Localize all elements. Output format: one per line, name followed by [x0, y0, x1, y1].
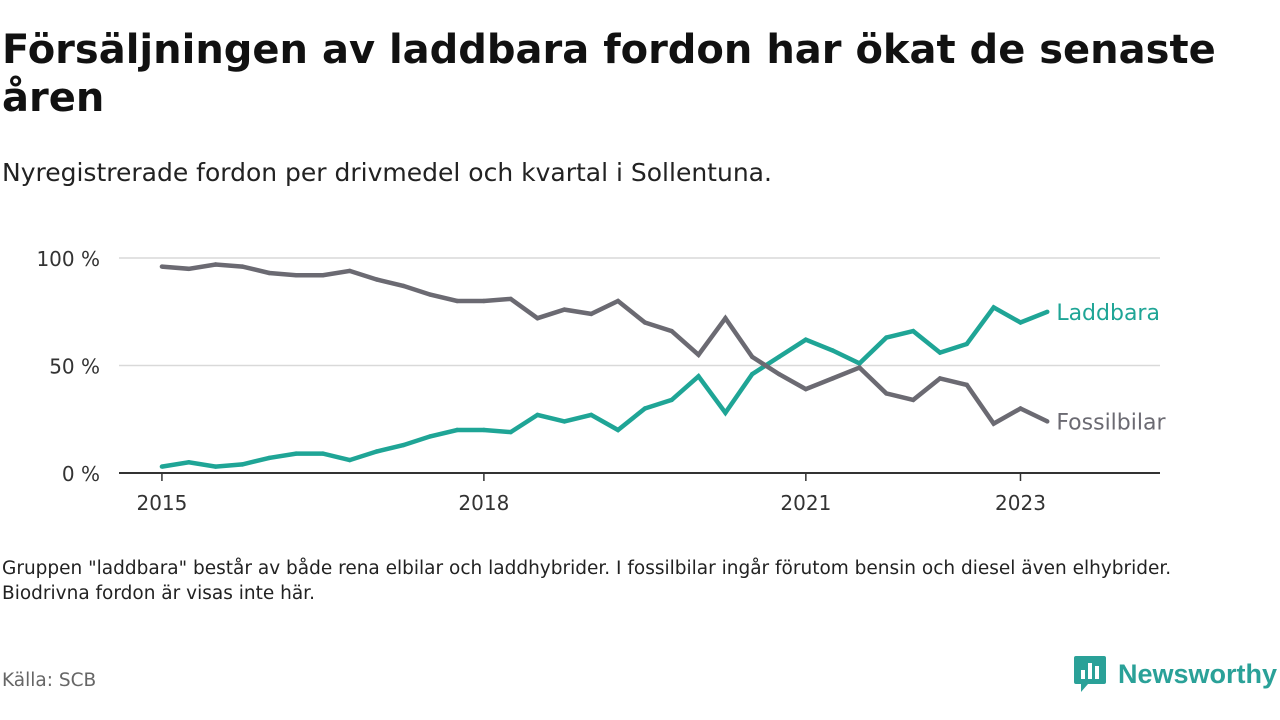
data-point-laddbara: [401, 442, 406, 448]
data-point-fossilbilar: [454, 298, 460, 304]
data-point-fossilbilar: [615, 298, 621, 304]
data-point-fossilbilar: [320, 273, 326, 278]
series-lines: [159, 262, 1050, 469]
data-point-fossilbilar: [535, 316, 540, 321]
data-point-laddbara: [642, 406, 648, 411]
y-tick-label: 0 %: [62, 462, 100, 486]
data-point-laddbara: [750, 371, 755, 377]
data-point-laddbara: [240, 462, 245, 467]
data-point-laddbara: [884, 335, 889, 340]
chart-footnote: Gruppen "laddbara" består av både rena e…: [2, 558, 1172, 604]
series-labels: Laddbara Fossilbilar: [1056, 301, 1166, 436]
series-label-fossilbilar: Fossilbilar: [1056, 410, 1166, 435]
data-point-fossilbilar: [589, 311, 594, 317]
data-point-laddbara: [535, 412, 540, 418]
data-point-fossilbilar: [750, 354, 755, 360]
data-point-laddbara: [213, 464, 218, 469]
data-point-fossilbilar: [240, 264, 245, 269]
y-tick-label: 100 %: [36, 247, 100, 271]
data-point-laddbara: [1045, 309, 1050, 314]
series-line-laddbara: [161, 304, 1049, 469]
data-point-laddbara: [696, 374, 701, 379]
data-point-laddbara: [911, 328, 916, 334]
data-point-fossilbilar: [991, 421, 996, 426]
data-point-laddbara: [1018, 320, 1023, 325]
data-point-laddbara: [454, 427, 460, 433]
brand-name: Newsworthy: [1118, 658, 1278, 689]
y-tick-label: 50 %: [49, 355, 100, 379]
data-point-laddbara: [481, 427, 487, 433]
bar-chart-icon: [1074, 656, 1106, 692]
series-line-fossilbilar: [161, 262, 1049, 427]
data-point-laddbara: [267, 455, 272, 461]
data-point-laddbara: [293, 451, 299, 456]
data-point-fossilbilar: [964, 382, 969, 388]
data-point-fossilbilar: [213, 262, 218, 267]
data-point-laddbara: [937, 350, 943, 355]
data-point-laddbara: [669, 397, 674, 403]
data-point-fossilbilar: [401, 283, 406, 289]
data-point-fossilbilar: [347, 268, 352, 274]
data-point-laddbara: [508, 429, 513, 435]
data-point-fossilbilar: [830, 376, 835, 381]
data-point-laddbara: [347, 457, 352, 463]
data-point-laddbara: [320, 451, 326, 456]
data-point-fossilbilar: [374, 277, 379, 282]
data-point-fossilbilar: [911, 397, 916, 403]
data-point-fossilbilar: [1045, 419, 1050, 424]
data-point-fossilbilar: [1018, 406, 1023, 411]
data-point-laddbara: [830, 348, 835, 353]
data-point-fossilbilar: [642, 320, 648, 325]
data-point-fossilbilar: [937, 376, 943, 381]
data-point-fossilbilar: [186, 266, 191, 271]
x-axis-ticks: 2015 2018 2021 2023: [136, 473, 1046, 515]
x-tick-label: 2023: [995, 491, 1046, 515]
data-point-fossilbilar: [293, 273, 299, 278]
chart-title: Försäljningen av laddbara fordon har öka…: [2, 27, 1216, 121]
data-point-laddbara: [991, 305, 996, 310]
data-point-fossilbilar: [481, 298, 487, 304]
data-point-laddbara: [374, 449, 379, 454]
data-point-laddbara: [615, 427, 621, 433]
x-tick-label: 2018: [458, 491, 509, 515]
data-point-laddbara: [562, 419, 567, 424]
data-point-laddbara: [803, 337, 808, 342]
data-point-laddbara: [428, 434, 433, 439]
data-point-laddbara: [964, 341, 969, 347]
data-point-fossilbilar: [803, 386, 808, 392]
data-point-fossilbilar: [428, 292, 433, 297]
data-point-fossilbilar: [884, 391, 889, 396]
series-label-laddbara: Laddbara: [1056, 301, 1160, 326]
data-point-laddbara: [776, 354, 782, 360]
data-point-fossilbilar: [267, 270, 272, 276]
data-point-laddbara: [589, 412, 594, 418]
newsworthy-logo: Newsworthy: [1072, 654, 1277, 694]
data-point-laddbara: [857, 361, 862, 366]
data-point-laddbara: [159, 464, 165, 469]
x-tick-label: 2015: [136, 491, 187, 515]
source-credit: Källa: SCB: [2, 670, 97, 691]
grid-lines: [119, 257, 1160, 474]
data-point-fossilbilar: [723, 316, 728, 321]
chart-subtitle: Nyregistrerade fordon per drivmedel och …: [2, 158, 772, 187]
x-tick-label: 2021: [780, 491, 831, 515]
y-axis-ticks: 0 % 50 % 100 %: [36, 247, 100, 486]
data-point-laddbara: [186, 460, 191, 465]
data-point-fossilbilar: [159, 264, 165, 269]
data-point-fossilbilar: [696, 352, 701, 357]
data-point-fossilbilar: [857, 365, 862, 370]
data-point-fossilbilar: [562, 307, 567, 312]
data-point-laddbara: [723, 410, 728, 415]
line-chart: 0 % 50 % 100 % 2015 2018 2021 2023 Laddbara Fo…: [36, 247, 1166, 515]
data-point-fossilbilar: [776, 371, 782, 377]
data-point-fossilbilar: [669, 328, 674, 334]
data-point-fossilbilar: [508, 296, 513, 302]
